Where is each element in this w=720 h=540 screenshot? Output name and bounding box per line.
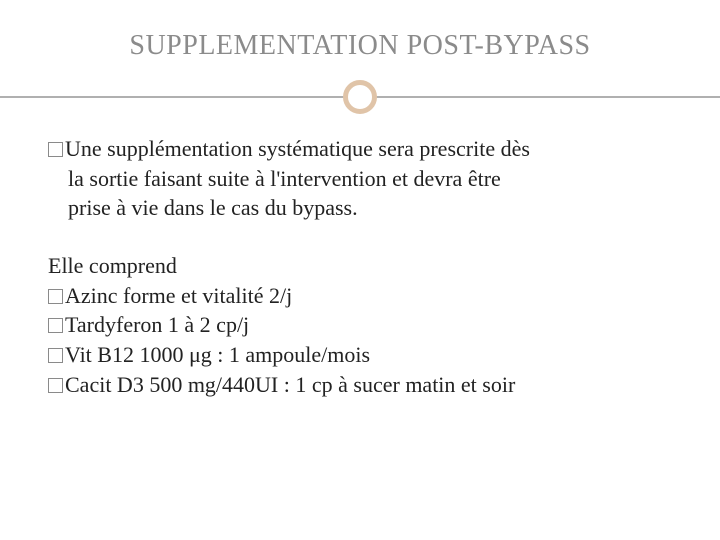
square-bullet-icon [48, 289, 63, 304]
list-item: Tardyferon 1 à 2 cp/j [48, 310, 672, 340]
slide-body: Une supplémentation systématique sera pr… [48, 134, 672, 400]
square-bullet-icon [48, 348, 63, 363]
paragraph-intro: Une supplémentation systématique sera pr… [48, 134, 672, 223]
slide: SUPPLEMENTATION POST-BYPASS Une suppléme… [0, 0, 720, 540]
square-bullet-icon [48, 142, 63, 157]
para1-line1: Une supplémentation systématique sera pr… [65, 136, 530, 161]
divider-circle-icon [343, 80, 377, 114]
item-text: Azinc forme et vitalité 2/j [65, 283, 292, 308]
list-item: Cacit D3 500 mg/440UI : 1 cp à sucer mat… [48, 370, 672, 400]
slide-title: SUPPLEMENTATION POST-BYPASS [48, 30, 672, 62]
item-text: Cacit D3 500 mg/440UI : 1 cp à sucer mat… [65, 372, 515, 397]
square-bullet-icon [48, 378, 63, 393]
para1-line3: prise à vie dans le cas du bypass. [68, 193, 672, 223]
title-divider [48, 80, 672, 114]
square-bullet-icon [48, 318, 63, 333]
list-intro: Elle comprend [48, 251, 672, 281]
list-item: Vit B12 1000 μg : 1 ampoule/mois [48, 340, 672, 370]
item-text: Vit B12 1000 μg : 1 ampoule/mois [65, 342, 370, 367]
list-item: Azinc forme et vitalité 2/j [48, 281, 672, 311]
para1-line2: la sortie faisant suite à l'intervention… [68, 164, 672, 194]
item-text: Tardyferon 1 à 2 cp/j [65, 312, 249, 337]
